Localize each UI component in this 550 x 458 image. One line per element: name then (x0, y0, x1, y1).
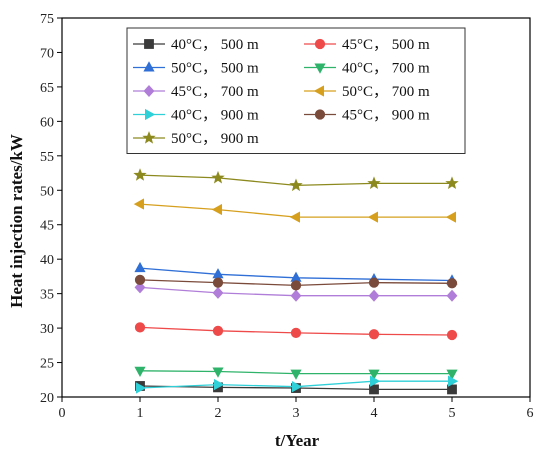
legend-label: 50°C， 900 m (171, 131, 259, 147)
x-tick-label: 6 (527, 406, 534, 421)
legend-item: 40°C， 900 m (133, 108, 259, 124)
data-point (446, 289, 458, 302)
data-point (290, 327, 302, 339)
x-axis-title: t/Year (275, 431, 320, 450)
data-point (133, 168, 147, 181)
data-point (446, 278, 458, 289)
legend-label: 40°C， 500 m (171, 37, 259, 53)
data-point (133, 198, 145, 210)
legend-marker (314, 109, 326, 120)
y-tick-label: 30 (40, 322, 54, 337)
data-point (369, 375, 381, 387)
legend-item: 45°C， 900 m (304, 108, 430, 124)
data-point (290, 271, 302, 282)
data-point (212, 277, 224, 288)
legend-label: 45°C， 900 m (342, 108, 430, 124)
data-point (212, 367, 224, 378)
data-point (289, 178, 303, 192)
series-7 (135, 375, 459, 394)
legend-marker (314, 63, 326, 74)
legend-marker (313, 85, 325, 97)
data-point (367, 176, 381, 189)
x-tick-label: 2 (215, 406, 222, 421)
y-tick-label: 65 (40, 81, 54, 96)
data-point (290, 369, 302, 380)
data-point (445, 211, 457, 223)
data-point (367, 211, 379, 223)
legend-item: 40°C， 500 m (133, 37, 259, 53)
data-point (289, 211, 301, 223)
series-4 (134, 366, 458, 380)
legend-item: 50°C， 700 m (304, 84, 430, 100)
data-point (134, 274, 146, 285)
legend-item: 45°C， 500 m (304, 37, 430, 53)
data-point (211, 170, 225, 184)
data-point (290, 289, 302, 302)
series-8 (134, 274, 458, 291)
data-point (134, 322, 146, 333)
legend-marker (314, 38, 326, 50)
legend-marker (143, 61, 155, 72)
legend-label: 40°C， 700 m (342, 61, 430, 77)
data-point (368, 289, 380, 302)
series-5 (134, 281, 458, 302)
series-6 (133, 198, 457, 223)
data-point (212, 286, 224, 299)
data-point (368, 369, 380, 380)
legend-item: 40°C， 700 m (304, 61, 430, 77)
legend-item: 50°C， 500 m (133, 61, 259, 77)
y-tick-label: 75 (40, 12, 54, 27)
legend-item: 45°C， 700 m (133, 84, 259, 100)
series-9 (133, 168, 459, 192)
legend-label: 50°C， 500 m (171, 61, 259, 77)
legend-marker (142, 131, 156, 144)
legend-marker (144, 39, 154, 49)
data-point (134, 366, 146, 378)
data-point (213, 378, 225, 391)
data-point (445, 176, 459, 189)
data-point (446, 369, 458, 380)
x-tick-label: 4 (371, 406, 378, 421)
data-point (447, 375, 459, 387)
data-point (134, 281, 146, 294)
legend-marker (144, 108, 156, 121)
data-point (211, 203, 223, 216)
series-2 (134, 322, 458, 341)
x-tick-label: 5 (449, 406, 456, 421)
data-point (447, 384, 457, 395)
y-tick-label: 50 (40, 184, 54, 199)
data-point (134, 261, 146, 273)
y-tick-label: 45 (40, 219, 54, 234)
data-point (291, 381, 303, 393)
y-tick-label: 70 (40, 46, 54, 61)
legend-label: 40°C， 900 m (171, 108, 259, 124)
legend-marker (143, 85, 155, 97)
data-point (368, 329, 380, 340)
y-tick-label: 25 (40, 357, 54, 372)
y-tick-label: 20 (40, 391, 54, 406)
legend-item: 50°C， 900 m (133, 131, 259, 147)
data-point (369, 384, 379, 395)
data-point (212, 325, 224, 336)
x-tick-label: 3 (293, 406, 300, 421)
x-tick-label: 0 (59, 406, 66, 421)
y-axis-title: Heat injection rates/kW (7, 134, 26, 308)
x-tick-label: 1 (137, 406, 144, 421)
legend-box (126, 27, 466, 154)
y-tick-label: 55 (40, 150, 54, 165)
legend: 40°C， 500 m 45°C， 500 m 50°C， 500 m 40°C， 7… (126, 27, 466, 154)
legend-label: 45°C， 500 m (342, 37, 430, 53)
y-tick-label: 40 (40, 253, 54, 268)
legend-label: 45°C， 700 m (171, 84, 259, 100)
y-tick-label: 60 (40, 115, 54, 130)
data-point (290, 280, 302, 291)
legend-label: 50°C， 700 m (342, 84, 430, 100)
data-point (135, 382, 147, 394)
data-point (368, 277, 380, 288)
y-tick-label: 35 (40, 288, 54, 303)
data-point (446, 329, 458, 341)
